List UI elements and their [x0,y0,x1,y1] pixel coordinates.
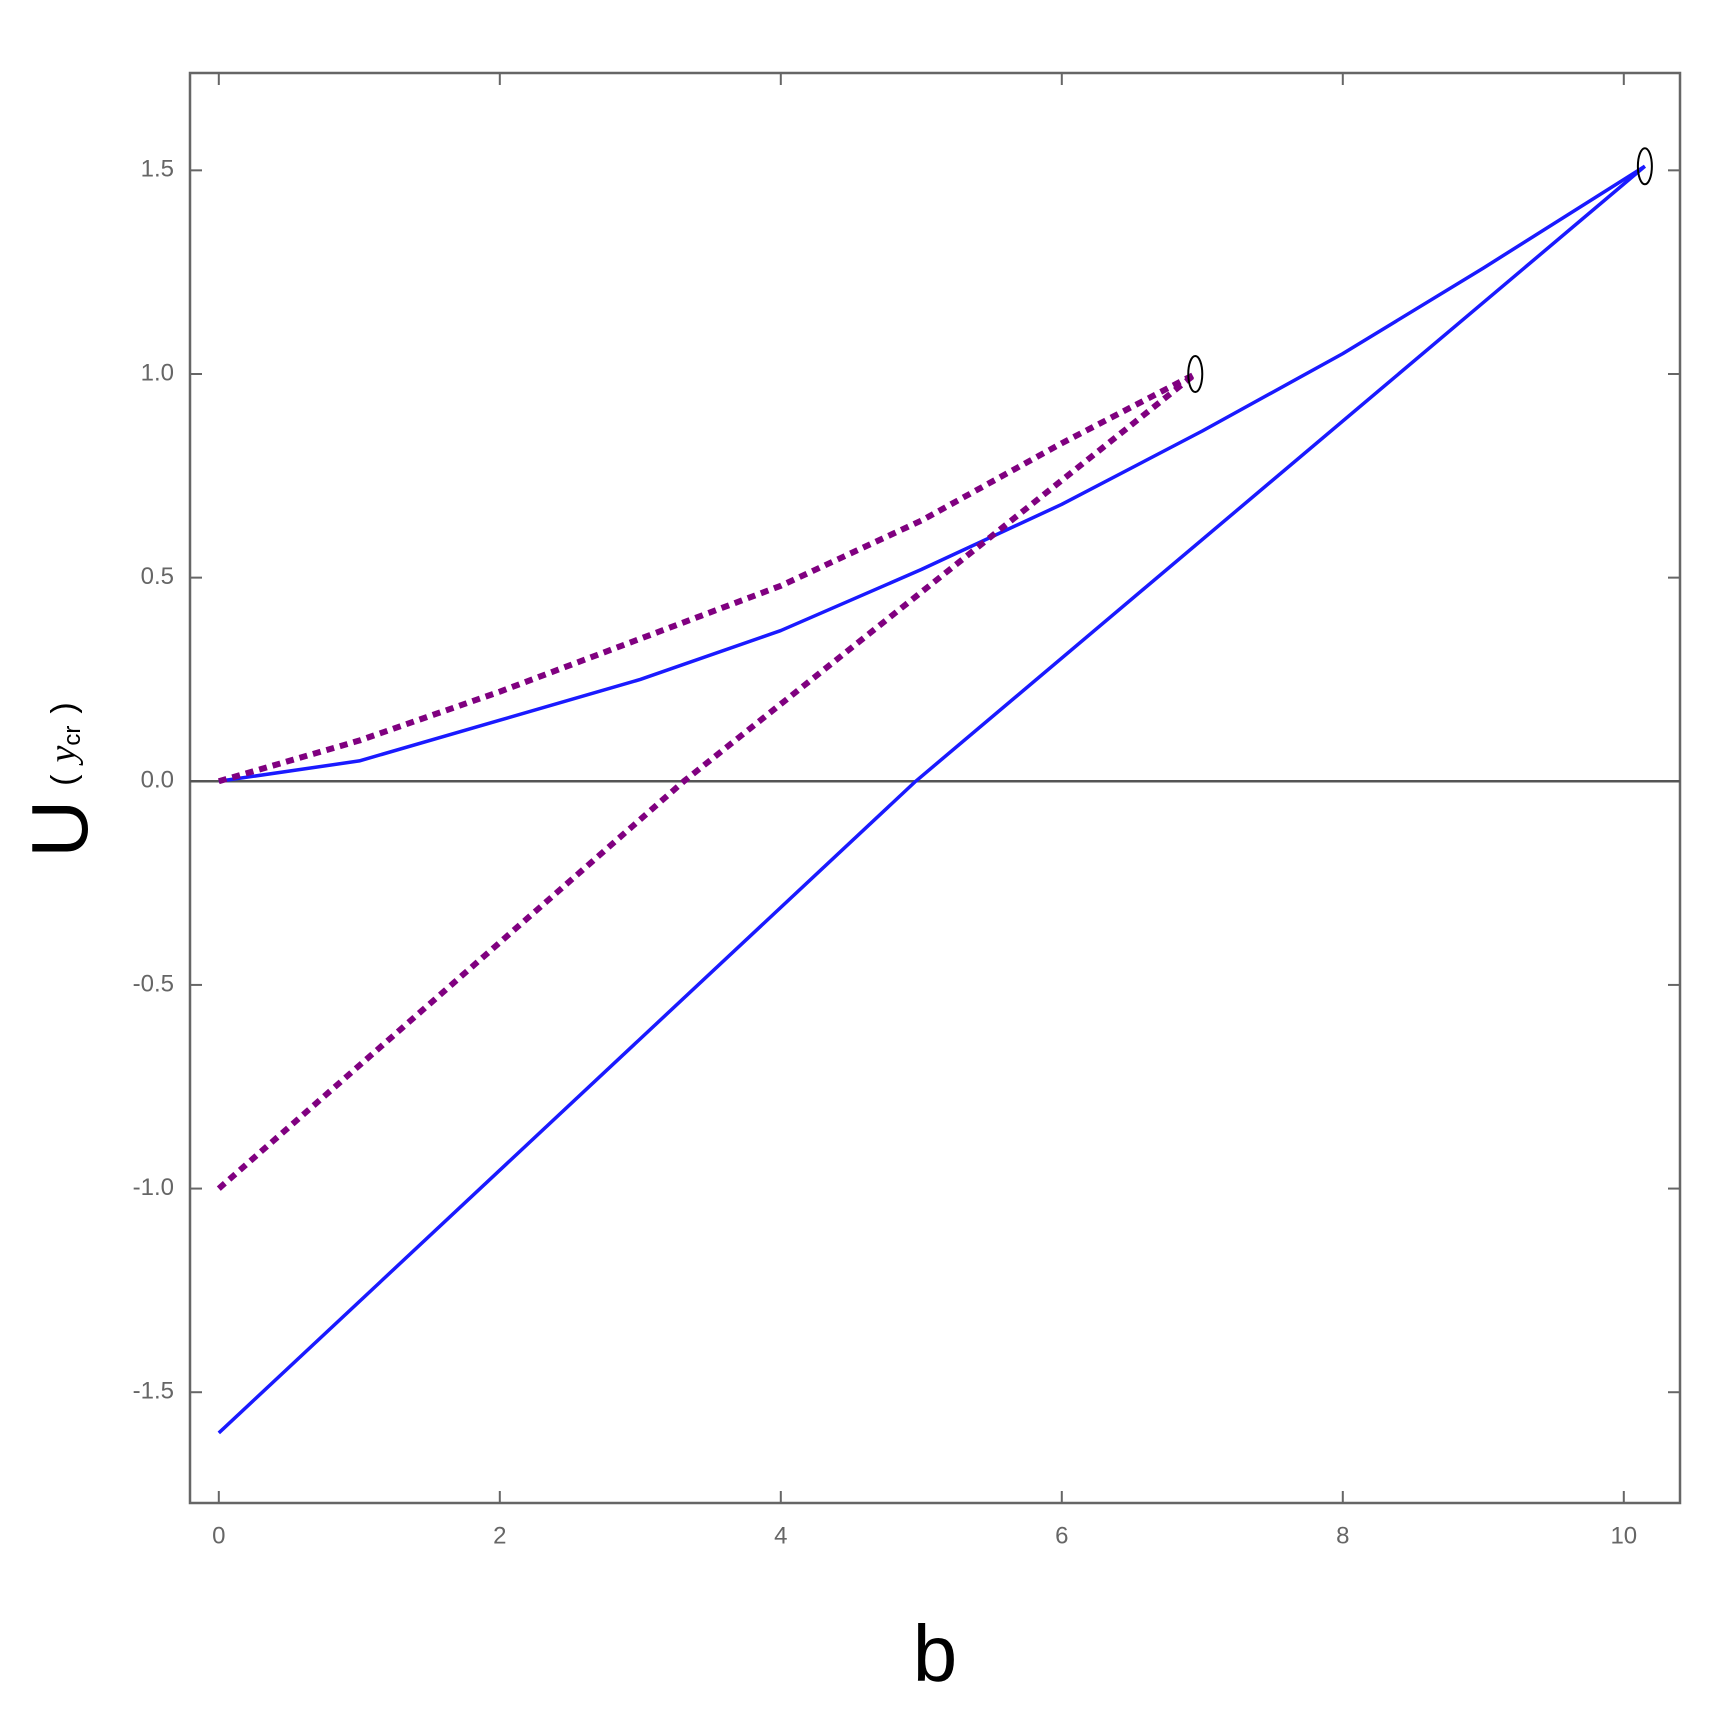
series-line [218,164,1646,784]
endpoint-marker [1636,147,1653,186]
y-tick-label: -1.5 [133,1378,174,1405]
y-label-subscript: cr [59,726,86,746]
series-line [217,371,1197,785]
endpoint-marker [1187,354,1204,393]
x-tick-label: 2 [493,1522,506,1549]
y-label-argument: y [42,746,84,767]
y-label-close: ) [45,702,83,713]
y-axis-label-text: U ( ycr) [15,702,104,857]
x-tick-label: 0 [212,1522,225,1549]
y-tick-label: -1.0 [133,1174,174,1201]
y-label-open: ( [45,774,83,786]
x-tick-label: 4 [774,1522,787,1549]
y-tick-label: 0.5 [141,563,174,590]
plot-frame [188,71,1682,1505]
y-tick-label: 1.0 [141,359,174,386]
x-tick-label: 6 [1055,1522,1068,1549]
series-line [217,164,1647,1435]
x-axis-label: b [913,1609,958,1698]
y-axis-label: U ( ycr) [15,702,104,857]
y-tick-label: 0.0 [141,767,174,794]
y-tick-label: 1.5 [141,156,174,183]
y-label-main: U [15,800,104,858]
y-tick-label: -0.5 [133,970,174,997]
x-tick-label: 10 [1610,1522,1637,1549]
x-tick-label: 8 [1336,1522,1349,1549]
series-line [216,371,1198,1191]
